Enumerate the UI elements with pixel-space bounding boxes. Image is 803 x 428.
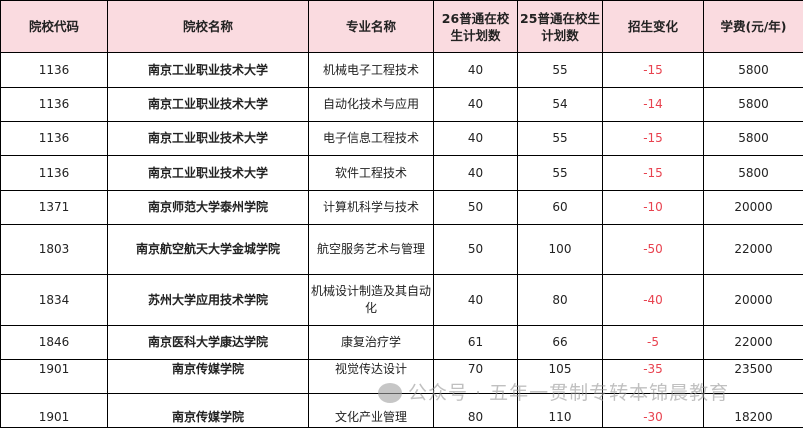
header-school: 院校名称 — [107, 0, 309, 53]
cell-major: 软件工程技术 — [308, 155, 434, 191]
header-code: 院校代码 — [0, 0, 108, 53]
cell-plan-26: 50 — [433, 190, 518, 225]
cell-tuition: 5800 — [703, 87, 803, 122]
cell-change: -50 — [602, 224, 704, 275]
cell-major: 机械电子工程技术 — [308, 52, 434, 88]
cell-plan-26: 40 — [433, 274, 518, 326]
cell-plan-25: 54 — [517, 87, 603, 122]
cell-plan-25: 55 — [517, 121, 603, 156]
table-row: 1901 南京传媒学院 文化产业管理 80 110 -30 18200 — [0, 393, 803, 428]
wechat-icon — [378, 383, 402, 403]
cell-change: -10 — [602, 190, 704, 225]
cell-school: 苏州大学应用技术学院 — [107, 274, 309, 326]
cell-school: 南京航空航天大学金城学院 — [107, 224, 309, 275]
cell-change: -40 — [602, 274, 704, 326]
cell-plan-26: 40 — [433, 87, 518, 122]
cell-change: -15 — [602, 121, 704, 156]
cell-code: 1803 — [0, 224, 108, 275]
header-row: 院校代码 院校名称 专业名称 26普通在校生计划数 25普通在校生计划数 招生变… — [0, 0, 803, 53]
cell-tuition: 5800 — [703, 52, 803, 88]
cell-code: 1136 — [0, 87, 108, 122]
cell-plan-25: 100 — [517, 224, 603, 275]
cell-plan-25: 80 — [517, 274, 603, 326]
cell-school: 南京工业职业技术大学 — [107, 155, 309, 191]
cell-code: 1901 — [0, 393, 108, 428]
header-plan-26: 26普通在校生计划数 — [433, 0, 518, 53]
cell-school: 南京工业职业技术大学 — [107, 87, 309, 122]
cell-school: 南京工业职业技术大学 — [107, 121, 309, 156]
table-row: 1136 南京工业职业技术大学 自动化技术与应用 40 54 -14 5800 — [0, 87, 803, 122]
cell-tuition: 5800 — [703, 155, 803, 191]
cell-change: -5 — [602, 325, 704, 360]
cell-plan-25: 66 — [517, 325, 603, 360]
table-row: 1846 南京医科大学康达学院 康复治疗学 61 66 -5 22000 — [0, 325, 803, 360]
header-tuition: 学费(元/年) — [703, 0, 803, 53]
cell-tuition: 20000 — [703, 190, 803, 225]
cell-major: 机械设计制造及其自动化 — [308, 274, 434, 326]
cell-code: 1136 — [0, 52, 108, 88]
cell-code: 1136 — [0, 121, 108, 156]
cell-code: 1136 — [0, 155, 108, 191]
table-row: 1371 南京师范大学泰州学院 计算机科学与技术 50 60 -10 20000 — [0, 190, 803, 225]
cell-change: -15 — [602, 155, 704, 191]
cell-school: 南京医科大学康达学院 — [107, 325, 309, 360]
table-row: 1901 南京传媒学院 视觉传达设计 70 105 -35 23500 — [0, 359, 803, 394]
cell-school: 南京传媒学院 — [107, 359, 309, 394]
cell-school: 南京工业职业技术大学 — [107, 52, 309, 88]
cell-code: 1901 — [0, 359, 108, 394]
cell-tuition: 5800 — [703, 121, 803, 156]
cell-major: 电子信息工程技术 — [308, 121, 434, 156]
table-row: 1136 南京工业职业技术大学 机械电子工程技术 40 55 -15 5800 — [0, 52, 803, 88]
cell-major: 自动化技术与应用 — [308, 87, 434, 122]
cell-major: 文化产业管理 — [308, 393, 434, 428]
cell-school: 南京师范大学泰州学院 — [107, 190, 309, 225]
cell-plan-25: 55 — [517, 155, 603, 191]
cell-code: 1846 — [0, 325, 108, 360]
header-change: 招生变化 — [602, 0, 704, 53]
cell-plan-26: 50 — [433, 224, 518, 275]
cell-plan-25: 55 — [517, 52, 603, 88]
header-plan-25: 25普通在校生计划数 — [517, 0, 603, 53]
cell-change: -15 — [602, 52, 704, 88]
cell-plan-26: 40 — [433, 52, 518, 88]
cell-plan-25: 60 — [517, 190, 603, 225]
table-row: 1803 南京航空航天大学金城学院 航空服务艺术与管理 50 100 -50 22000 — [0, 224, 803, 275]
cell-code: 1371 — [0, 190, 108, 225]
cell-major: 计算机科学与技术 — [308, 190, 434, 225]
table-row: 1136 南京工业职业技术大学 软件工程技术 40 55 -15 5800 — [0, 155, 803, 191]
cell-tuition: 20000 — [703, 274, 803, 326]
cell-plan-25: 110 — [517, 393, 603, 428]
cell-plan-26: 70 — [433, 359, 518, 394]
table-row: 1136 南京工业职业技术大学 电子信息工程技术 40 55 -15 5800 — [0, 121, 803, 156]
cell-tuition: 18200 — [703, 393, 803, 428]
cell-tuition: 23500 — [703, 359, 803, 394]
header-major: 专业名称 — [308, 0, 434, 53]
cell-major: 康复治疗学 — [308, 325, 434, 360]
watermark-text: 公众号 · 五年一贯制专转本锦晨教育 — [408, 382, 730, 404]
cell-plan-26: 40 — [433, 121, 518, 156]
cell-plan-26: 40 — [433, 155, 518, 191]
cell-tuition: 22000 — [703, 224, 803, 275]
cell-major: 航空服务艺术与管理 — [308, 224, 434, 275]
cell-school: 南京传媒学院 — [107, 393, 309, 428]
watermark: 公众号 · 五年一贯制专转本锦晨教育 — [378, 382, 729, 404]
cell-code: 1834 — [0, 274, 108, 326]
cell-tuition: 22000 — [703, 325, 803, 360]
cell-change: -14 — [602, 87, 704, 122]
cell-plan-26: 80 — [433, 393, 518, 428]
cell-plan-26: 61 — [433, 325, 518, 360]
table-row: 1834 苏州大学应用技术学院 机械设计制造及其自动化 40 80 -40 20000 — [0, 274, 803, 326]
